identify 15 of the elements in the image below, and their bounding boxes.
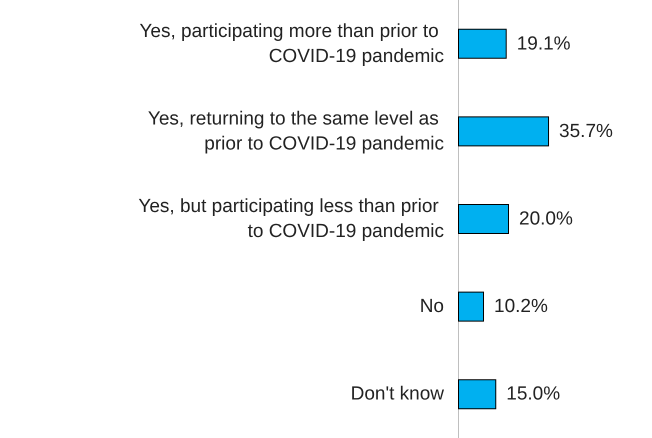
data-label: 15.0% [506,384,560,405]
bar [458,292,484,322]
y-tick-label: No [420,296,444,318]
y-tick-label: Don't know [350,384,444,405]
bar [458,379,496,410]
data-label: 19.1% [516,33,571,54]
data-label: 35.7% [559,120,614,142]
data-label: 20.0% [519,208,573,230]
bar [458,28,507,59]
bar [458,116,550,146]
y-tick-label: Yes, returning to the same level as prior to COVID-19 pandemic [148,108,444,154]
data-label: 10.2% [494,296,548,318]
y-tick-label: Yes, participating more than prior to COVID-19 pandemic [139,20,444,67]
y-tick-label: Yes, but participating less than prior to COVID-19 pandemic [138,196,444,242]
bar [458,204,509,234]
